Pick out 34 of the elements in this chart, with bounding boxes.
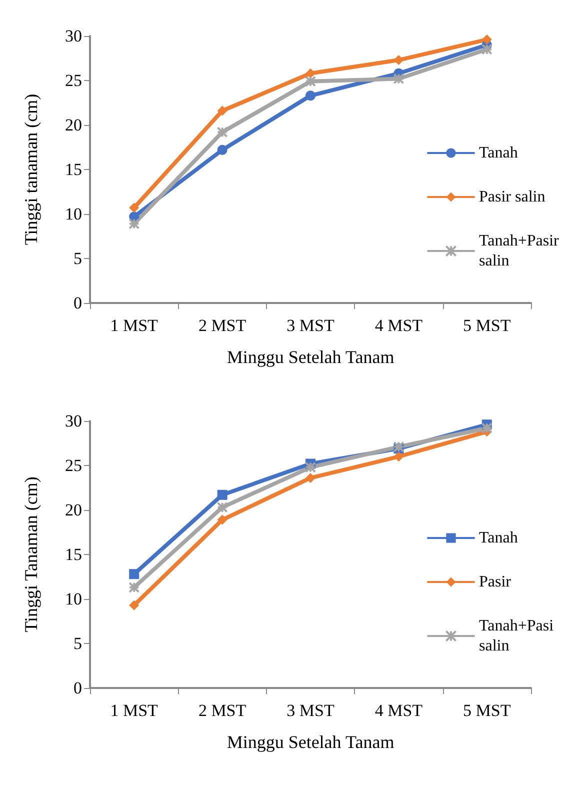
x-tick-label: 4 MST bbox=[374, 316, 424, 335]
x-tick-label: 4 MST bbox=[374, 701, 424, 720]
y-tick-label: 0 bbox=[74, 678, 82, 698]
x-tick-label: 3 MST bbox=[286, 701, 335, 720]
x-tick-label: 5 MST bbox=[463, 316, 512, 335]
legend-label: Tanah bbox=[479, 530, 518, 546]
legend-label: Tanah bbox=[479, 144, 518, 162]
y-tick-label: 0 bbox=[74, 294, 82, 312]
y-tick-label: 15 bbox=[65, 160, 82, 179]
y-tick-label: 25 bbox=[65, 456, 82, 475]
legend-label: Pasir salin bbox=[479, 188, 546, 206]
x-tick-label: 3 MST bbox=[286, 316, 335, 335]
y-tick-label: 5 bbox=[74, 249, 82, 268]
x-axis-title: Minggu Setelah Tanam bbox=[226, 347, 394, 367]
y-tick-label: 20 bbox=[65, 500, 82, 520]
y-tick-label: 20 bbox=[65, 116, 82, 134]
legend-label: Pasir bbox=[479, 574, 512, 590]
y-tick-label: 15 bbox=[65, 545, 82, 564]
y-tick-label: 5 bbox=[74, 634, 82, 653]
y-tick-label: 25 bbox=[65, 71, 82, 90]
y-axis-title: Tinggi tanaman (cm) bbox=[21, 94, 41, 246]
y-tick-label: 30 bbox=[65, 412, 82, 430]
x-tick-label: 1 MST bbox=[110, 701, 159, 720]
x-tick-label: 1 MST bbox=[110, 316, 159, 335]
x-tick-label: 2 MST bbox=[198, 316, 247, 335]
legend-label: Tanah+Pasi salin bbox=[479, 618, 558, 654]
y-tick-label: 30 bbox=[65, 26, 82, 46]
y-tick-label: 10 bbox=[65, 590, 82, 608]
x-tick-label: 2 MST bbox=[198, 701, 247, 720]
legend-label: Tanah+Pasir salin bbox=[479, 232, 563, 270]
y-axis-title: Tinggi Tanaman (cm) bbox=[21, 476, 41, 632]
y-tick-label: 10 bbox=[65, 204, 82, 224]
x-axis-title: Minggu Setelah Tanam bbox=[226, 732, 394, 752]
x-tick-label: 5 MST bbox=[463, 701, 512, 720]
